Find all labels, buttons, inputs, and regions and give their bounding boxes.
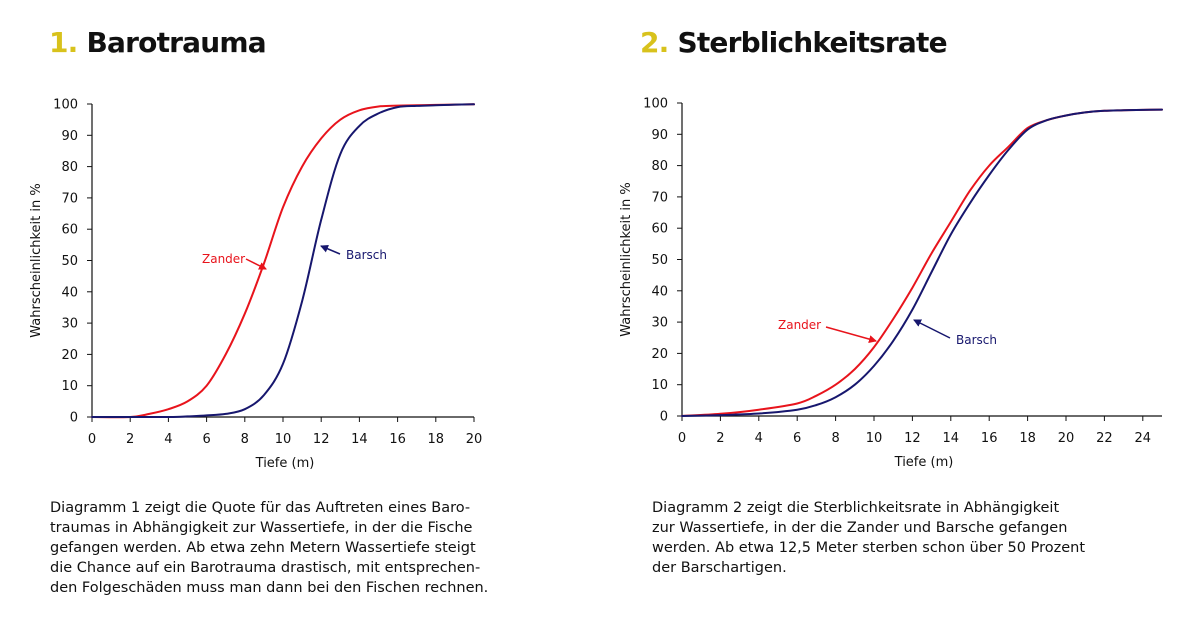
heading-number: 1. (49, 26, 78, 59)
y-tick-label: 30 (651, 316, 668, 331)
series-arrow-zander (825, 326, 877, 343)
x-tick-label: 20 (1058, 431, 1075, 446)
x-tick-label: 18 (1019, 431, 1036, 446)
y-tick-label: 10 (651, 378, 668, 393)
y-axis-label: Wahrscheinlichkeit in % (29, 183, 44, 337)
x-tick-label: 4 (755, 431, 763, 446)
y-tick-label: 0 (660, 410, 668, 425)
x-axis-label: Tiefe (m) (894, 455, 954, 470)
y-tick-label: 10 (61, 379, 78, 394)
chart-heading: 1. Barotrauma (49, 26, 267, 59)
heading-number: 2. (640, 26, 669, 59)
x-tick-label: 10 (275, 432, 292, 447)
y-tick-label: 80 (651, 159, 668, 174)
x-tick-label: 24 (1135, 431, 1152, 446)
y-tick-label: 0 (70, 411, 78, 426)
series-label-barsch: Barsch (346, 248, 387, 262)
series-line-zander (681, 108, 1163, 417)
series-arrow-zander (245, 258, 267, 270)
y-tick-label: 30 (61, 317, 78, 332)
x-tick-label: 2 (126, 432, 134, 447)
y-tick-label: 60 (61, 223, 78, 238)
x-tick-label: 8 (831, 431, 839, 446)
y-tick-label: 90 (61, 129, 78, 144)
x-tick-label: 4 (164, 432, 172, 447)
series-arrow-barsch (913, 319, 951, 339)
y-tick-label: 40 (61, 285, 78, 300)
chart-title: Barotrauma (86, 26, 266, 59)
x-tick-label: 14 (351, 432, 368, 447)
x-tick-label: 0 (88, 432, 96, 447)
series-label-zander: Zander (778, 318, 821, 332)
series-line-barsch (681, 108, 1163, 417)
x-tick-label: 12 (313, 432, 330, 447)
y-tick-label: 50 (61, 254, 78, 269)
x-tick-label: 20 (466, 432, 483, 447)
x-axis-label: Tiefe (m) (255, 456, 315, 471)
chart-heading: 2. Sterblichkeitsrate (640, 26, 948, 59)
x-tick-label: 10 (866, 431, 883, 446)
series-label-zander: Zander (202, 252, 245, 266)
y-tick-label: 100 (53, 98, 78, 113)
series-label-barsch: Barsch (956, 333, 997, 347)
y-tick-label: 80 (61, 160, 78, 175)
x-tick-label: 6 (202, 432, 210, 447)
x-tick-label: 22 (1096, 431, 1113, 446)
x-tick-label: 12 (904, 431, 921, 446)
y-tick-label: 70 (61, 191, 78, 206)
y-tick-label: 90 (651, 128, 668, 143)
y-tick-label: 100 (643, 97, 668, 112)
x-tick-label: 16 (389, 432, 406, 447)
y-axis-label: Wahrscheinlichkeit in % (619, 182, 634, 336)
x-tick-label: 2 (716, 431, 724, 446)
y-tick-label: 40 (651, 284, 668, 299)
x-tick-label: 8 (241, 432, 249, 447)
series-arrow-barsch (320, 245, 341, 255)
series-line-barsch (91, 103, 475, 419)
x-tick-label: 0 (678, 431, 686, 446)
y-tick-label: 20 (651, 347, 668, 362)
series-line-zander (91, 103, 475, 419)
chart-caption: Diagramm 2 zeigt die Sterblichkeitsrate … (652, 500, 1086, 576)
y-tick-label: 50 (651, 253, 668, 268)
x-tick-label: 6 (793, 431, 801, 446)
x-tick-label: 16 (981, 431, 998, 446)
x-tick-label: 18 (428, 432, 445, 447)
chart-caption: Diagramm 1 zeigt die Quote für das Auftr… (50, 500, 489, 596)
chart-title: Sterblichkeitsrate (677, 26, 947, 59)
x-tick-label: 14 (943, 431, 960, 446)
y-tick-label: 60 (651, 222, 668, 237)
barotrauma-chart: 0 10 20 30 40 50 60 70 80 90 100 0 2 4 6 8 10 12 14 16 18 20 T… (29, 98, 483, 472)
y-tick-label: 20 (61, 348, 78, 363)
y-tick-label: 70 (651, 190, 668, 205)
